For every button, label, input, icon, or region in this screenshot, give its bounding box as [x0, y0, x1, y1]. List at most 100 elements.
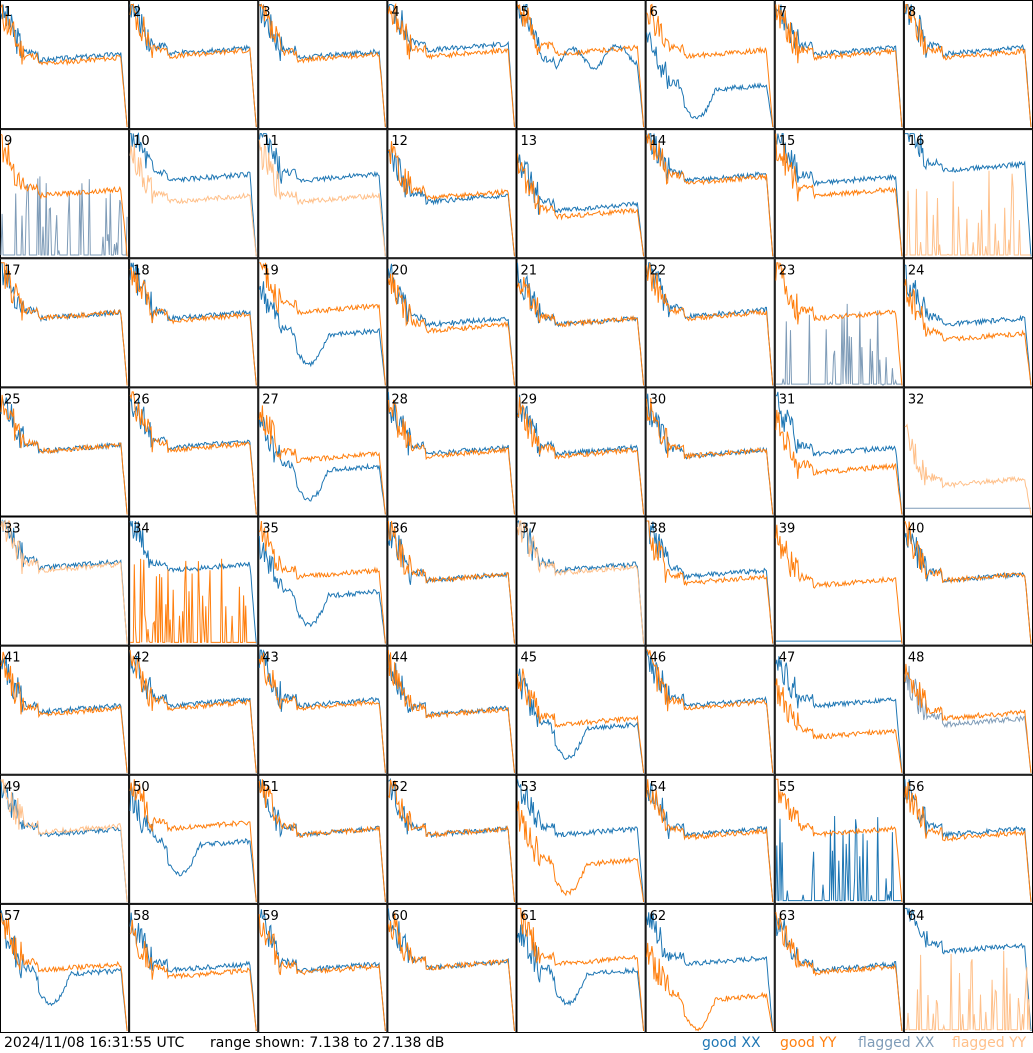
series-yy-line: [388, 779, 515, 902]
series-yy-line: [1, 262, 128, 386]
series-xx-line: [904, 779, 1032, 902]
series-yy-line: [775, 678, 903, 773]
panel-frame: [774, 258, 904, 388]
panel-frame: [387, 129, 517, 259]
timestamp: 2024/11/08 16:31:55 UTC: [4, 1035, 185, 1051]
series-yy-line: [904, 423, 1032, 515]
series-xx-line: [646, 520, 774, 644]
series-xx-line: [646, 262, 774, 386]
series-yy-line: [646, 262, 774, 386]
series-yy-line: [258, 3, 386, 128]
panel-1: 1: [0, 0, 130, 130]
series-yy-line: [517, 668, 645, 773]
panel-frame: [387, 774, 517, 904]
panel-42: 42: [129, 645, 259, 775]
panel-label: 18: [133, 263, 150, 278]
panel-label: 41: [4, 651, 21, 666]
series-yy-line: [775, 261, 903, 386]
panel-frame: [258, 774, 388, 904]
panel-label: 62: [650, 909, 667, 924]
series-yy-line: [258, 652, 386, 773]
panel-21: 21: [516, 258, 646, 388]
panel-36: 36: [387, 516, 517, 646]
panel-label: 6: [650, 5, 658, 20]
series-xx-line: [775, 815, 902, 902]
panel-41: 41: [0, 645, 130, 775]
series-yy-line: [646, 133, 774, 257]
series-yy-line: [0, 912, 128, 1032]
series-xx-line: [646, 912, 774, 1032]
series-yy-line: [775, 4, 903, 128]
panel-label: 33: [4, 522, 21, 537]
series-xx-line: [517, 924, 645, 1032]
panel-label: 36: [391, 522, 408, 537]
panel-29: 29: [516, 387, 646, 517]
series-xx-line: [129, 397, 257, 515]
series-yy-line: [517, 520, 645, 644]
series-xx-line: [517, 779, 645, 902]
series-xx-line: [129, 650, 257, 773]
series-yy-line: [259, 262, 386, 386]
series-yy-line: [387, 272, 515, 386]
series-yy-line: [129, 144, 257, 257]
series-yy-line: [646, 942, 774, 1032]
legend-good-yy: good YY: [780, 1035, 837, 1051]
panel-31: 31: [774, 387, 904, 517]
series-yy-line: [130, 558, 257, 643]
panel-frame: [129, 645, 259, 775]
series-yy-line: [904, 520, 1032, 644]
series-xx-line: [517, 394, 645, 515]
series-yy-line: [129, 391, 257, 515]
panel-label: 35: [262, 522, 279, 537]
panel-frame: [387, 645, 517, 775]
series-xx-line: [646, 133, 774, 257]
legend-flagged-yy: flagged YY: [952, 1035, 1027, 1051]
panel-32: 32: [903, 387, 1033, 517]
panel-46: 46: [645, 645, 775, 775]
panel-label: 24: [908, 263, 925, 278]
series-xx-line: [258, 649, 386, 773]
panel-49: 49: [0, 774, 130, 904]
series-yy-line: [775, 911, 903, 1032]
panel-20: 20: [387, 258, 517, 388]
series-yy-line: [0, 133, 128, 257]
series-xx-line: [904, 907, 1032, 1032]
panel-label: 45: [521, 651, 538, 666]
series-yy-line: [517, 801, 645, 902]
series-yy-line: [387, 520, 515, 644]
series-xx-line: [258, 779, 386, 902]
panel-label: 15: [779, 134, 796, 149]
series-xx-line: [0, 176, 128, 256]
panel-frame: [129, 0, 259, 130]
panel-34: 34: [129, 516, 259, 646]
series-yy-line: [775, 778, 903, 902]
panel-label: 48: [908, 651, 925, 666]
panel-label: 64: [908, 909, 925, 924]
panel-label: 59: [262, 909, 279, 924]
panel-frame: [516, 387, 646, 517]
panel-label: 28: [391, 392, 408, 407]
panel-frame: [0, 129, 130, 259]
panel-frame: [516, 516, 646, 646]
panel-label: 3: [262, 5, 270, 20]
panel-frame: [129, 774, 259, 904]
panel-43: 43: [258, 645, 388, 775]
panel-18: 18: [129, 258, 259, 388]
panel-9: 9: [0, 129, 130, 259]
panel-label: 47: [779, 651, 796, 666]
series-xx-line: [517, 262, 645, 386]
panel-24: 24: [903, 258, 1033, 388]
panel-label: 7: [779, 5, 787, 20]
series-xx-line: [1, 262, 128, 386]
series-xx-line: [775, 4, 903, 128]
panel-10: 10: [129, 129, 259, 259]
panel-frame: [387, 258, 517, 388]
panel-frame: [258, 258, 388, 388]
series-xx-line: [646, 31, 774, 128]
panel-frame: [129, 129, 259, 259]
series-xx-line: [904, 264, 1032, 386]
panel-label: 2: [133, 5, 141, 20]
panel-50: 50: [129, 774, 259, 904]
panel-label: 61: [521, 909, 538, 924]
panel-48: 48: [903, 645, 1033, 775]
